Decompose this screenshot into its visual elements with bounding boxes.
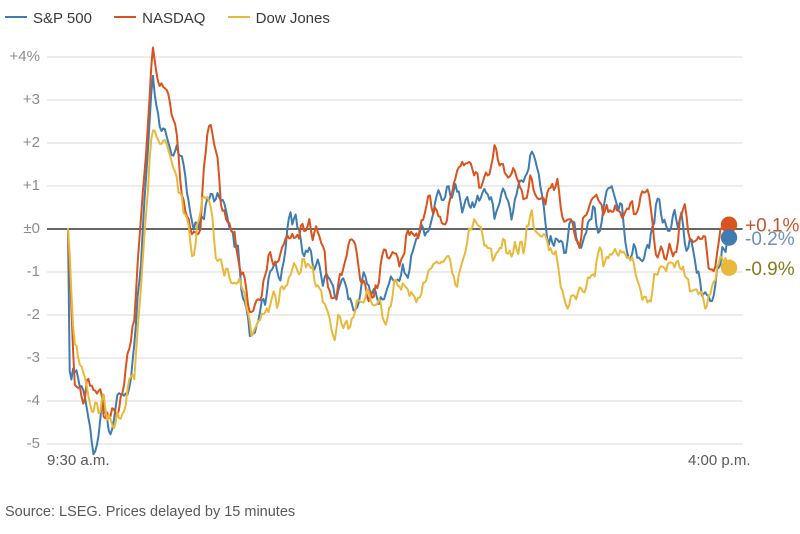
svg-text:-5: -5 (27, 435, 40, 452)
svg-text:+4%: +4% (10, 48, 40, 65)
svg-text:-4: -4 (27, 392, 40, 409)
svg-text:4:00 p.m.: 4:00 p.m. (688, 452, 751, 469)
svg-text:+3: +3 (23, 91, 40, 108)
svg-text:9:30 a.m.: 9:30 a.m. (47, 452, 110, 469)
svg-text:-2: -2 (27, 306, 40, 323)
svg-text:-1: -1 (27, 263, 40, 280)
svg-text:±0: ±0 (23, 220, 40, 237)
svg-text:+2: +2 (23, 134, 40, 151)
svg-text:-3: -3 (27, 349, 40, 366)
svg-text:-0.9%: -0.9% (745, 259, 795, 280)
svg-text:-0.2%: -0.2% (745, 229, 795, 250)
svg-text:+1: +1 (23, 177, 40, 194)
